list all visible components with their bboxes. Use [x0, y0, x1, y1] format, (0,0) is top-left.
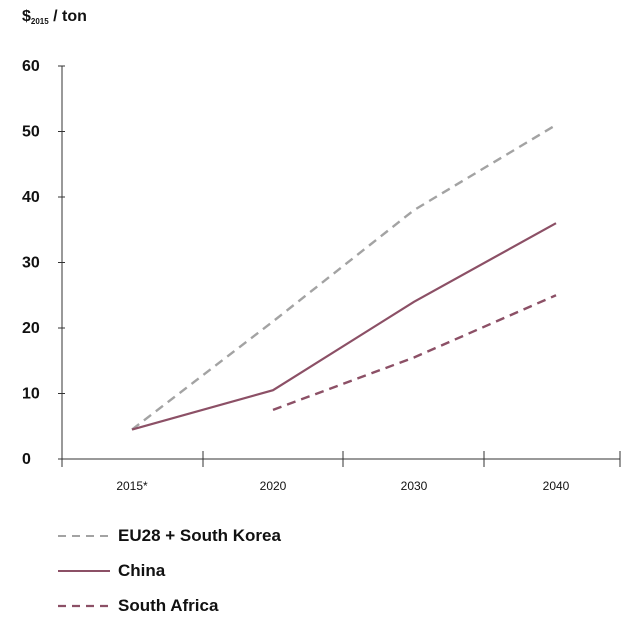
y-tick-label: 50: [22, 124, 40, 141]
legend-item-south-africa: South Africa: [58, 588, 281, 623]
series-line-1: [132, 223, 556, 429]
legend: EU28 + South Korea China South Africa: [58, 518, 281, 623]
series-line-2: [273, 295, 556, 410]
legend-swatch-dashed-gray: [58, 531, 110, 541]
legend-swatch-solid-plum: [58, 566, 110, 576]
y-tick-label: 0: [22, 451, 31, 468]
legend-label: China: [118, 561, 165, 581]
legend-item-china: China: [58, 553, 281, 588]
x-tick-label: 2015*: [116, 479, 148, 493]
x-tick-label: 2020: [260, 479, 287, 493]
y-tick-label: 20: [22, 320, 40, 337]
legend-label: EU28 + South Korea: [118, 526, 281, 546]
y-tick-label: 40: [22, 189, 40, 206]
legend-swatch-dashed-plum: [58, 601, 110, 611]
x-tick-label: 2030: [401, 479, 428, 493]
y-tick-label: 10: [22, 386, 40, 403]
y-tick-label: 60: [22, 58, 40, 75]
x-tick-label: 2040: [543, 479, 570, 493]
y-tick-label: 30: [22, 255, 40, 272]
legend-item-eu28: EU28 + South Korea: [58, 518, 281, 553]
